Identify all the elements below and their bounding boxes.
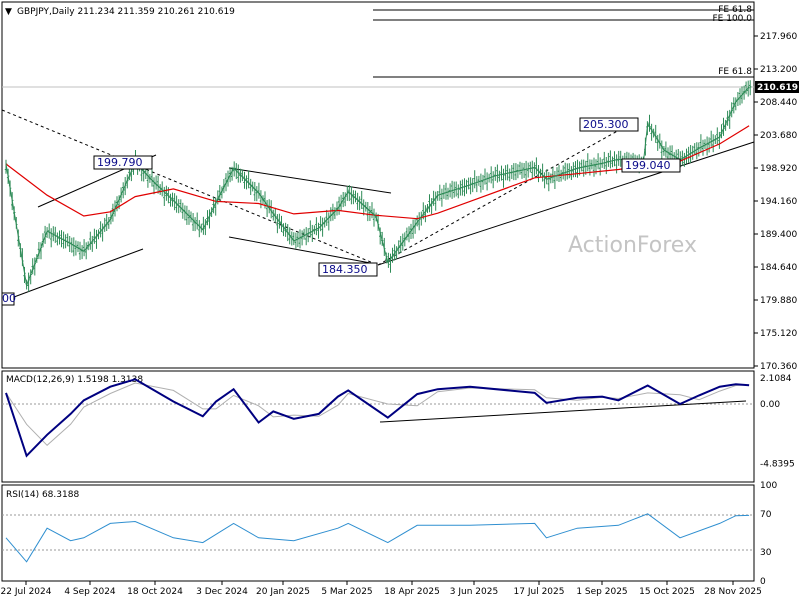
time-tick-label: 4 Sep 2024 xyxy=(64,587,116,597)
annotation-205300[interactable]: 205.300 xyxy=(579,117,639,132)
time-tick-label: 3 Dec 2024 xyxy=(196,587,248,597)
macd-axis: 2.1084 0.00 -4.8395 xyxy=(760,374,795,470)
macd-tick-label: 0.00 xyxy=(760,400,780,410)
price-tick-label: 184.640 xyxy=(760,263,797,273)
current-price-label: 210.619 xyxy=(757,83,798,93)
svg-text:184.350: 184.350 xyxy=(322,263,368,276)
macd-title: MACD(12,26,9) 1.5198 1.3138 xyxy=(6,375,143,385)
watermark: ActionForex xyxy=(568,233,697,258)
time-tick-label: 18 Oct 2024 xyxy=(127,587,183,597)
dropdown-arrow-icon[interactable]: ▼ xyxy=(5,7,12,17)
channel-2-lower xyxy=(228,236,377,265)
channel-2-upper xyxy=(228,167,392,194)
rsi-title: RSI(14) 68.3188 xyxy=(6,490,79,500)
fib-label-top: FE 61.8 xyxy=(718,5,752,15)
support-line-dashed-2 xyxy=(377,123,631,266)
time-tick-label: 28 Nov 2025 xyxy=(704,587,762,597)
time-tick-label: 5 Mar 2025 xyxy=(321,587,372,597)
price-tick-label: 175.120 xyxy=(760,329,797,339)
fib-label-100: FE 100.0 xyxy=(713,14,753,24)
annotation-184350[interactable]: 184.350 xyxy=(318,262,378,277)
price-tick-label: 208.440 xyxy=(760,98,797,108)
price-tick-label: 203.680 xyxy=(760,131,797,141)
annotation-left-edge[interactable]: 00 xyxy=(1,292,16,306)
price-panel xyxy=(1,1,755,369)
fib-label-mid: FE 61.8 xyxy=(718,67,752,77)
price-tick-label: 179.880 xyxy=(760,296,797,306)
rsi-tick-label: 100 xyxy=(760,481,777,491)
support-line-long xyxy=(377,141,755,266)
price-tick-label: 170.360 xyxy=(760,362,797,372)
svg-text:00: 00 xyxy=(2,292,16,305)
macd-panel xyxy=(1,370,755,483)
channel-1-lower xyxy=(13,248,144,298)
current-price-badge xyxy=(755,81,799,93)
macd-tick-label: -4.8395 xyxy=(760,460,795,470)
time-tick-label: 1 Sep 2025 xyxy=(576,587,627,597)
rsi-axis: 100 70 30 0 xyxy=(760,481,777,587)
price-tick-label: 189.400 xyxy=(760,230,797,240)
rsi-line xyxy=(5,513,750,563)
time-tick-label: 20 Jan 2025 xyxy=(256,587,310,597)
svg-text:199.040: 199.040 xyxy=(625,159,671,172)
rsi-tick-label: 70 xyxy=(760,510,772,520)
rsi-tick-label: 30 xyxy=(760,548,772,558)
macd-line xyxy=(5,378,750,458)
symbol-header: GBPJPY,Daily 211.234 211.359 210.261 210… xyxy=(17,7,235,17)
rsi-tick-label: 0 xyxy=(760,577,766,587)
macd-trendline[interactable] xyxy=(379,400,747,423)
time-tick-label: 18 Apr 2025 xyxy=(384,587,440,597)
price-tick-label: 213.200 xyxy=(760,65,797,75)
time-tick-label: 15 Oct 2025 xyxy=(639,587,695,597)
time-axis: 22 Jul 2024 4 Sep 2024 18 Oct 2024 3 Dec 20… xyxy=(1,581,762,597)
time-tick-label: 3 Jun 2025 xyxy=(450,587,498,597)
macd-tick-label: 2.1084 xyxy=(760,374,792,384)
annotation-199790[interactable]: 199.790 xyxy=(93,155,153,170)
svg-text:199.790: 199.790 xyxy=(97,156,143,169)
time-tick-label: 22 Jul 2024 xyxy=(1,587,52,597)
time-tick-label: 17 Jul 2025 xyxy=(514,587,565,597)
svg-text:205.300: 205.300 xyxy=(583,118,629,131)
annotation-199040[interactable]: 199.040 xyxy=(621,158,681,173)
macd-signal-line xyxy=(5,382,750,446)
rsi-panel xyxy=(1,484,755,582)
price-tick-label: 217.960 xyxy=(760,32,797,42)
price-axis: 217.960 213.200 208.440 203.680 198.920 194.1… xyxy=(754,32,797,372)
price-tick-label: 194.160 xyxy=(760,197,797,207)
price-tick-label: 198.920 xyxy=(760,164,797,174)
support-line-dashed-1 xyxy=(1,109,379,266)
